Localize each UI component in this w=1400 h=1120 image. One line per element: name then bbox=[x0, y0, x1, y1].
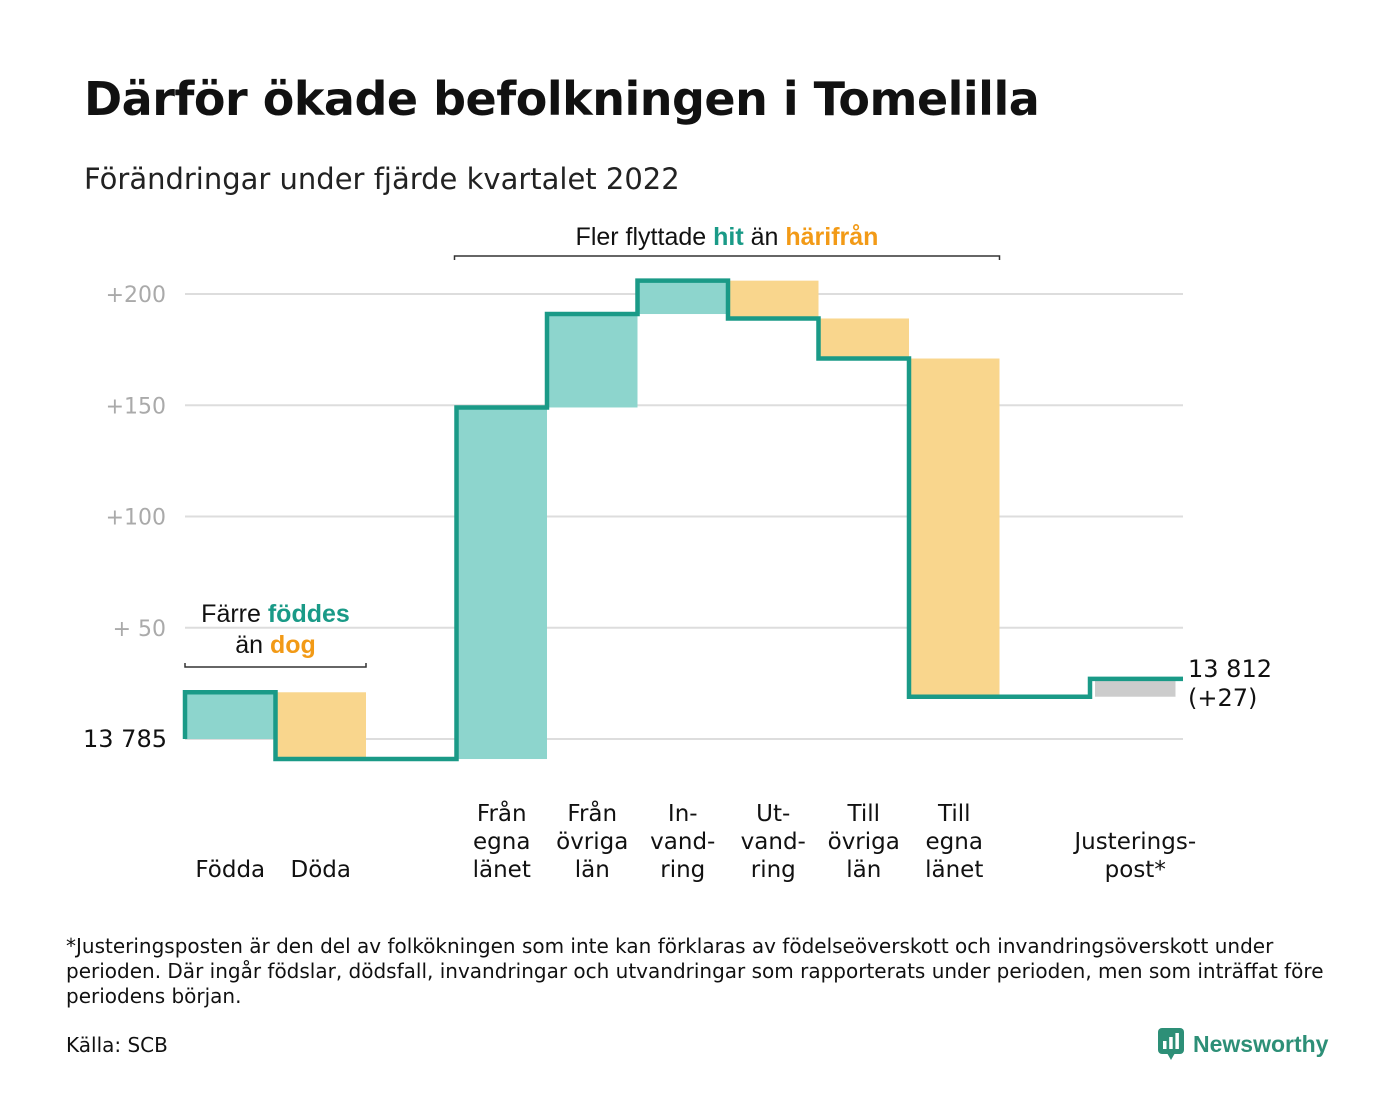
births-annotation-line2: än dog bbox=[235, 631, 316, 659]
category-label: Till bbox=[937, 801, 971, 827]
end-value-label: 13 812 bbox=[1188, 655, 1272, 683]
category-label: ring bbox=[751, 857, 796, 883]
waterfall-bar bbox=[818, 318, 909, 359]
category-label: ring bbox=[660, 857, 705, 883]
chart-subtitle: Förändringar under fjärde kvartalet 2022 bbox=[84, 162, 680, 196]
bars bbox=[185, 280, 1176, 760]
waterfall-bar bbox=[185, 692, 276, 739]
category-label: Ut- bbox=[756, 801, 790, 827]
waterfall-bar bbox=[909, 358, 1000, 697]
category-label: länet bbox=[925, 857, 983, 883]
footnote: *Justeringsposten är den del av folkökni… bbox=[66, 934, 1324, 1008]
category-label: Döda bbox=[291, 857, 351, 883]
start-value-label: 13 785 bbox=[83, 725, 167, 753]
brand-name: Newsworthy bbox=[1193, 1030, 1329, 1057]
category-label: län bbox=[575, 857, 610, 883]
category-label: övriga bbox=[828, 829, 900, 855]
category-label: egna bbox=[473, 829, 530, 855]
y-tick-label: +100 bbox=[106, 506, 166, 531]
births-bracket bbox=[184, 663, 367, 668]
source-note: Källa: SCB bbox=[66, 1033, 168, 1057]
category-label: vand- bbox=[741, 829, 806, 855]
bar-chart-speech-bubble-icon bbox=[1158, 1027, 1184, 1060]
category-label: vand- bbox=[650, 829, 715, 855]
category-label: Från bbox=[567, 799, 617, 827]
y-tick-label: + 50 bbox=[113, 617, 166, 642]
category-label: Justerings- bbox=[1072, 829, 1196, 855]
category-label: övriga bbox=[556, 829, 628, 855]
chart-title: Därför ökade befolkningen i Tomelilla bbox=[84, 72, 1040, 126]
category-labels: Födda DödaFrånegnalänetFrånövrigalänIn-va… bbox=[195, 799, 1196, 883]
waterfall-bar bbox=[547, 314, 638, 408]
moves-bracket bbox=[453, 255, 1001, 260]
waterfall-bar bbox=[456, 407, 547, 760]
waterfall-bar bbox=[728, 280, 819, 319]
gridlines bbox=[185, 293, 1183, 740]
category-label: egna bbox=[926, 829, 983, 855]
category-label: Till bbox=[846, 801, 880, 827]
cumulative-step-line bbox=[182, 278, 1183, 762]
waterfall-chart: + 50+100+150+200 Födda DödaFrånegnalänetF… bbox=[83, 223, 1272, 883]
category-label: post* bbox=[1105, 857, 1166, 883]
y-tick-label: +150 bbox=[106, 394, 166, 419]
category-label: Födda bbox=[195, 857, 265, 883]
y-axis-ticks: + 50 +100 +150 +200 bbox=[106, 283, 166, 642]
category-label: länet bbox=[473, 857, 531, 883]
moves-annotation: Fler flyttade hit än härifrån bbox=[576, 223, 879, 251]
category-label: Från bbox=[477, 799, 527, 827]
end-value-label: (+27) bbox=[1188, 684, 1257, 712]
waterfall-bar bbox=[1095, 678, 1176, 697]
births-annotation-line1: Färre föddes bbox=[201, 600, 350, 628]
brand-logo: Newsworthy bbox=[1158, 1026, 1328, 1062]
waterfall-bar bbox=[637, 280, 728, 315]
category-label: län bbox=[846, 857, 881, 883]
waterfall-bar bbox=[275, 692, 366, 760]
y-tick-label: +200 bbox=[106, 283, 166, 308]
annotations: Färre föddes än dog Fler flyttade hit än h… bbox=[184, 223, 1001, 668]
value-labels: 13 785 13 812(+27) bbox=[83, 655, 1272, 753]
category-label: In- bbox=[668, 801, 698, 827]
